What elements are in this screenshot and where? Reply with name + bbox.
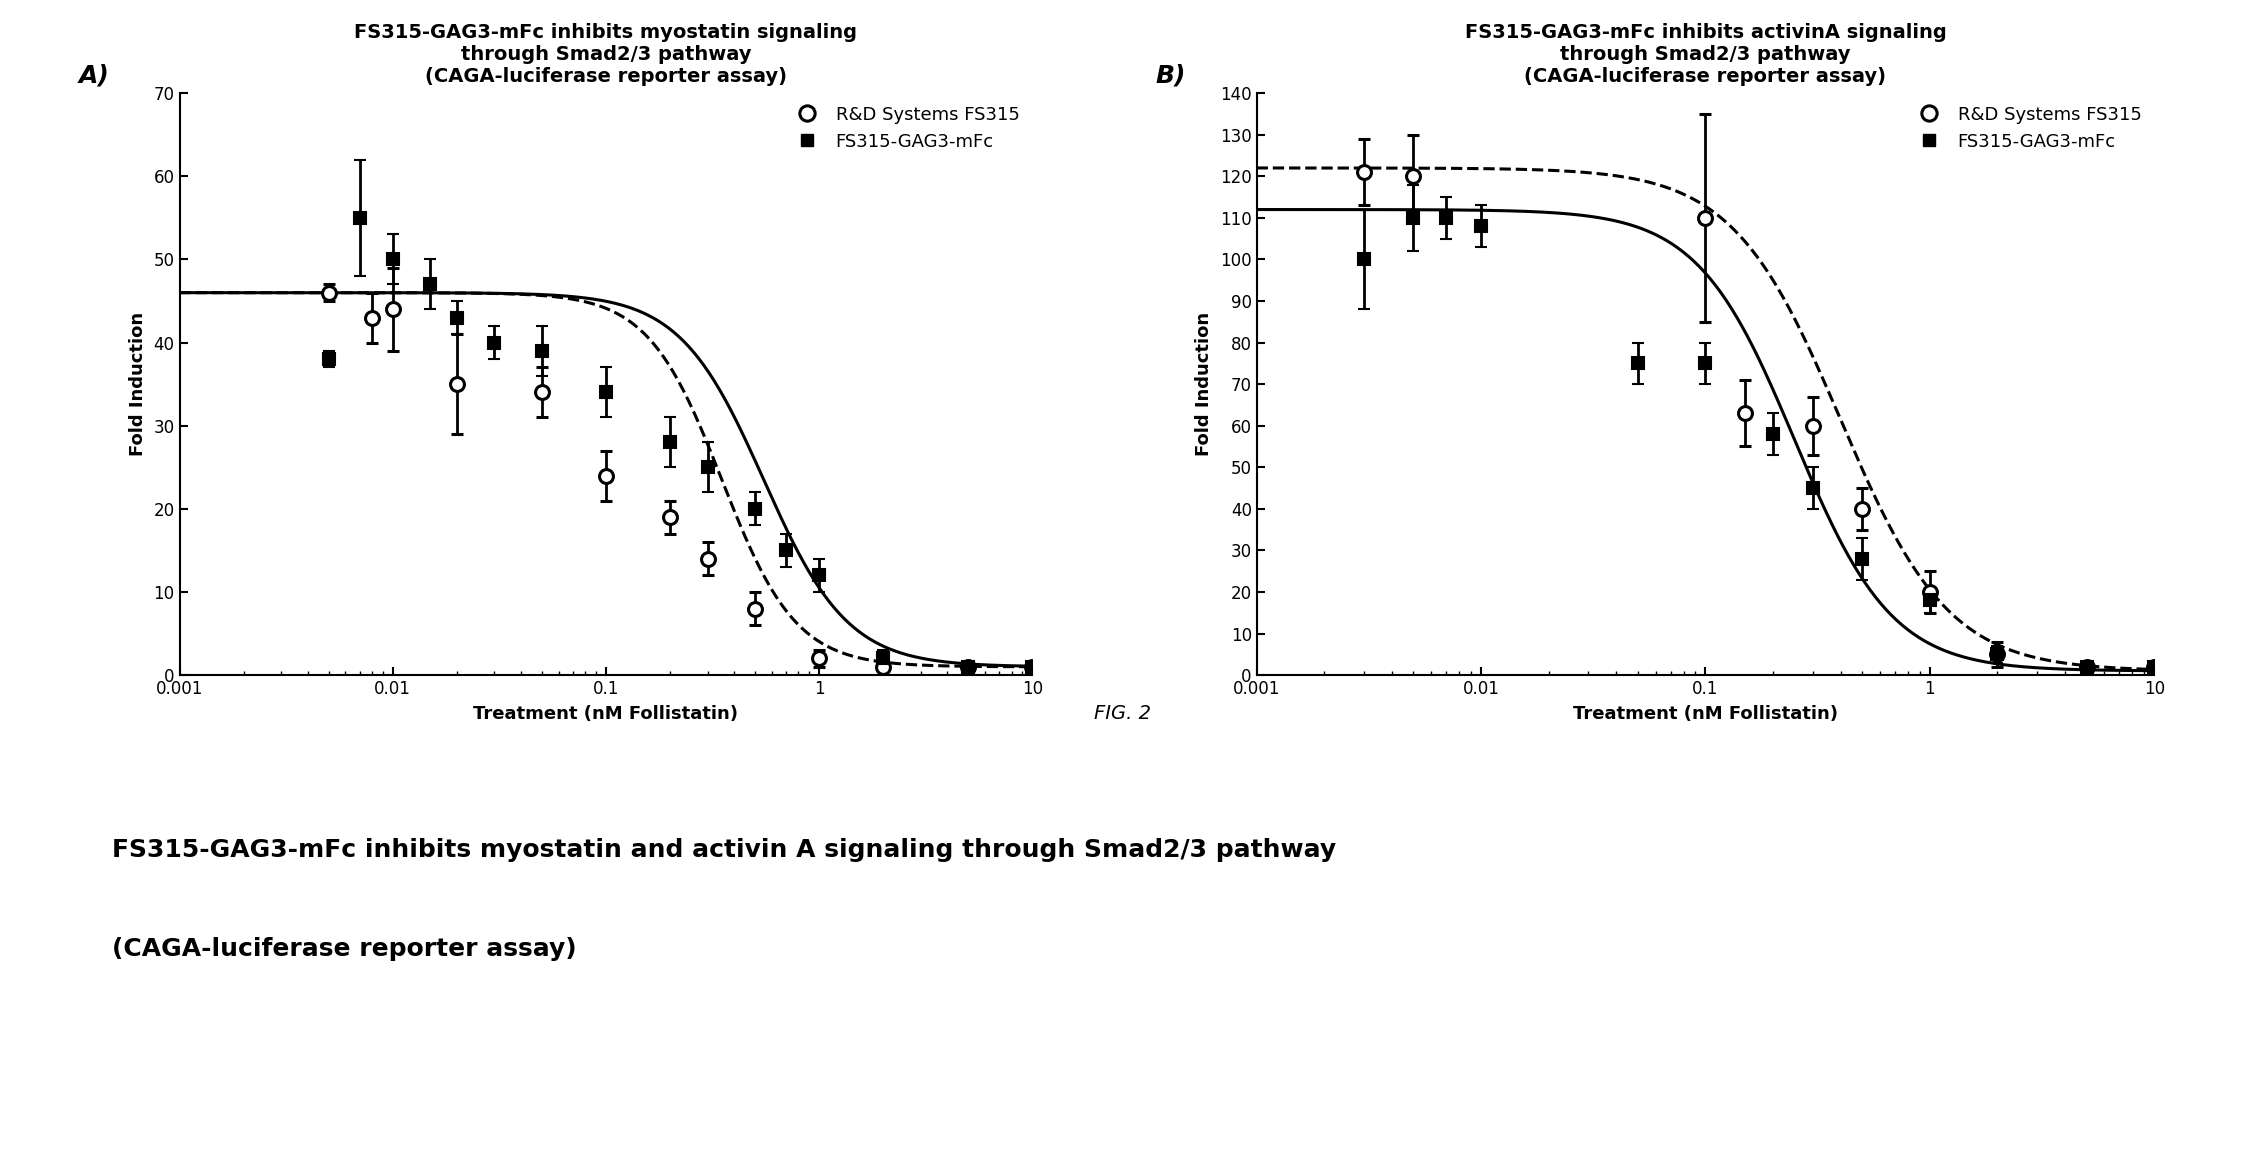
Title: FS315-GAG3-mFc inhibits myostatin signaling
through Smad2/3 pathway
(CAGA-lucife: FS315-GAG3-mFc inhibits myostatin signal… xyxy=(355,23,857,86)
Legend: R&D Systems FS315, FS315-GAG3-mFc: R&D Systems FS315, FS315-GAG3-mFc xyxy=(1907,102,2145,155)
Y-axis label: Fold Induction: Fold Induction xyxy=(128,312,146,456)
Text: FIG. 2: FIG. 2 xyxy=(1093,704,1151,723)
X-axis label: Treatment (nM Follistatin): Treatment (nM Follistatin) xyxy=(473,705,738,723)
Y-axis label: Fold Induction: Fold Induction xyxy=(1196,312,1214,456)
Legend: R&D Systems FS315, FS315-GAG3-mFc: R&D Systems FS315, FS315-GAG3-mFc xyxy=(785,102,1023,155)
X-axis label: Treatment (nM Follistatin): Treatment (nM Follistatin) xyxy=(1573,705,1838,723)
Text: (CAGA-luciferase reporter assay): (CAGA-luciferase reporter assay) xyxy=(112,937,577,961)
Title: FS315-GAG3-mFc inhibits activinA signaling
through Smad2/3 pathway
(CAGA-lucifer: FS315-GAG3-mFc inhibits activinA signali… xyxy=(1465,23,1946,86)
Text: A): A) xyxy=(79,63,110,87)
Text: B): B) xyxy=(1156,63,1187,87)
Text: FS315-GAG3-mFc inhibits myostatin and activin A signaling through Smad2/3 pathwa: FS315-GAG3-mFc inhibits myostatin and ac… xyxy=(112,838,1337,863)
